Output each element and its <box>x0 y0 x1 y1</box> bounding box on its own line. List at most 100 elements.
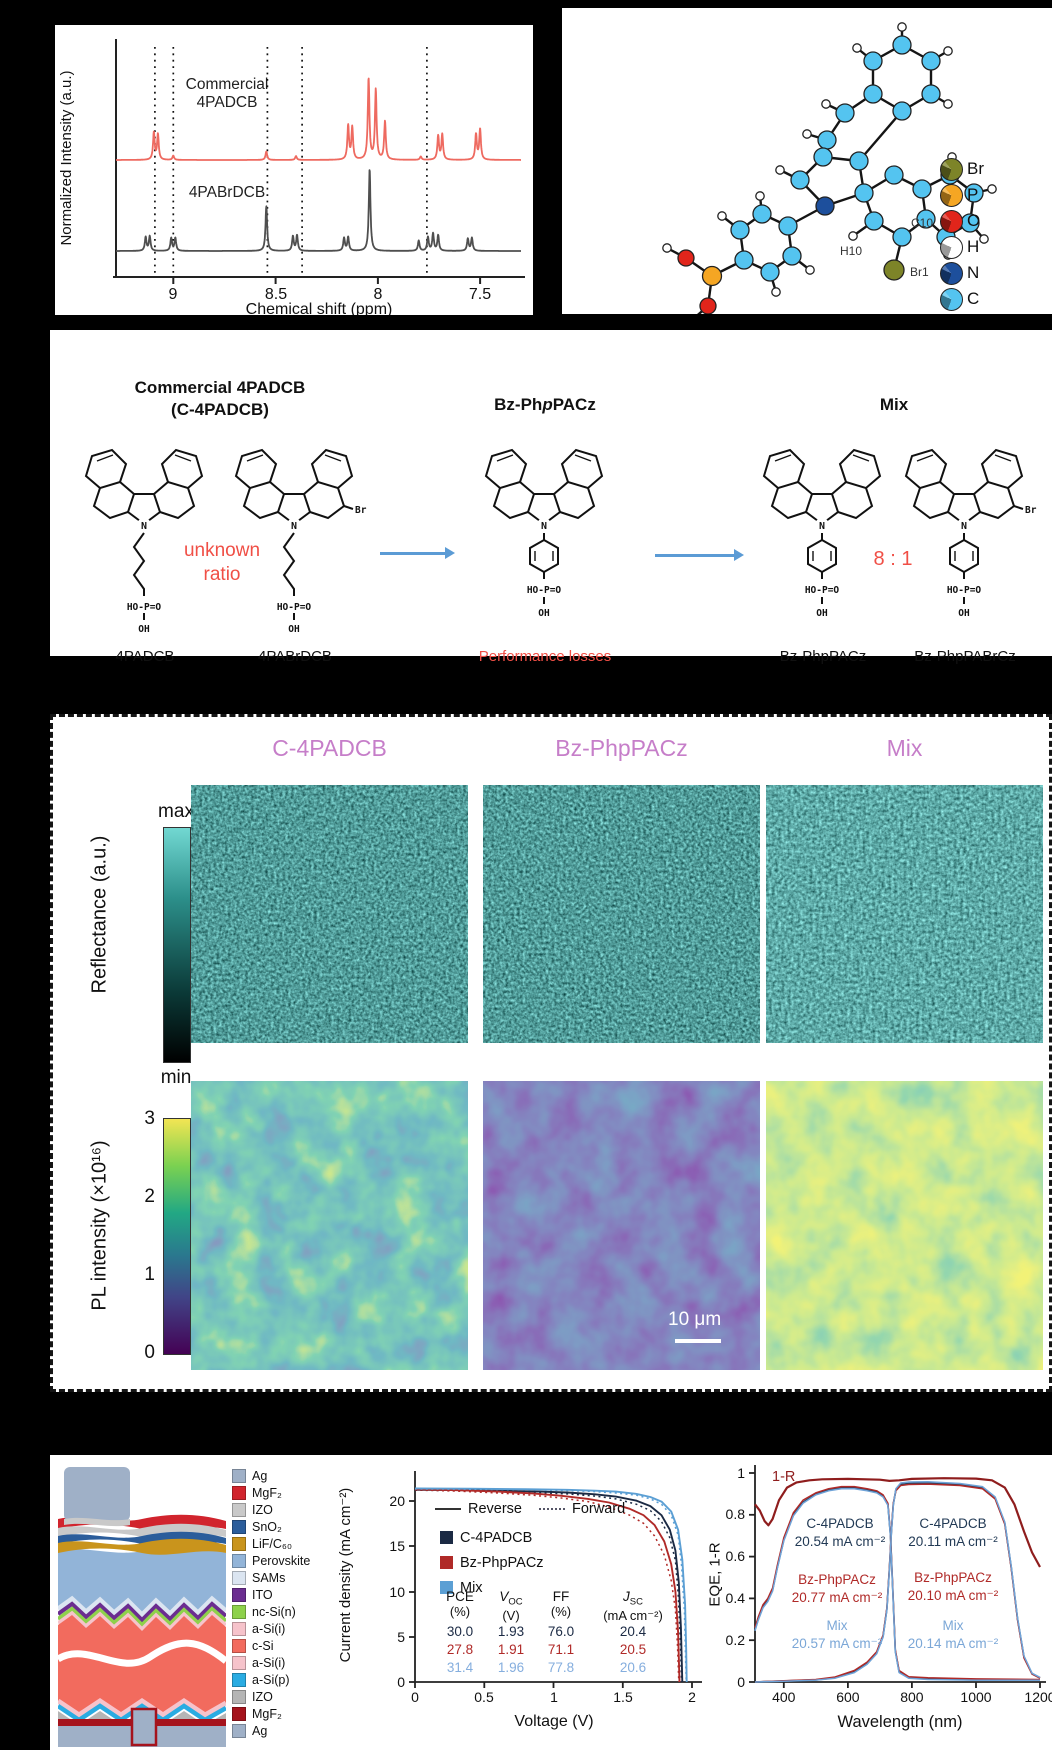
atom-label-h10: H10 <box>840 244 862 258</box>
layer-color-swatch <box>232 1553 246 1568</box>
reflectance-cbar-max: max <box>158 801 194 822</box>
atom-ellipsoid-icon <box>940 157 963 181</box>
atom-legend-row: H <box>940 234 984 260</box>
jv-table-row: 27.8 1.91 71.1 20.5 <box>433 1642 679 1660</box>
jv-device-legend: C-4PADCB Bz-PhpPACz Mix <box>440 1525 544 1600</box>
eqe-ann-mix-perovskite: Mix 20.57 mA cm⁻² <box>791 1618 883 1651</box>
nmr-xtick-75: 7.5 <box>469 286 491 303</box>
mix-ratio: 8 : 1 <box>873 548 913 570</box>
stack-legend-row: IZO <box>232 1688 310 1705</box>
voc-value: 1.96 <box>497 1659 525 1675</box>
stack-legend-row: LiF/C₆₀ <box>232 1535 310 1552</box>
eqe-ytick-08: 0.8 <box>726 1506 746 1522</box>
unknown-ratio-line2: ratio <box>203 564 241 585</box>
jv-table-body: 30.0 1.93 76.0 20.4 27.8 1.91 71.1 20.5 … <box>433 1624 679 1678</box>
scheme-title-right: Mix <box>879 395 909 414</box>
layer-color-swatch <box>232 1485 246 1500</box>
layer-name: nc-Si(n) <box>252 1604 296 1619</box>
phosphonic-acid-label: HO-P=O <box>947 585 982 596</box>
scheme-title-mid-pre: Bz-Ph <box>494 395 543 414</box>
map-col-header-mix: Mix <box>886 735 923 761</box>
structure-mix-bzphpacz: N HO-P=O OH <box>763 449 881 619</box>
jv-ytick-15: 15 <box>389 1538 405 1554</box>
layer-color-swatch <box>232 1570 246 1585</box>
panel-maps: C-4PADCB Bz-PhpPACz Mix Reflectance (a.u… <box>50 714 1052 1392</box>
pl-cbar-tick-3: 3 <box>144 1108 155 1129</box>
eqe-ann-bzphpacz-silicon: Bz-PhpPACz 20.10 mA cm⁻² <box>907 1570 999 1603</box>
atom-symbol: C <box>967 289 980 308</box>
layer-name: IZO <box>252 1502 273 1517</box>
ff-value: 76.0 <box>547 1623 575 1639</box>
eqe-xtick-800: 800 <box>900 1689 924 1705</box>
nmr-xtick-8: 8 <box>374 286 383 303</box>
reverse-label: Reverse <box>468 1501 522 1517</box>
eqe-1r-label: 1-R <box>772 1469 796 1485</box>
scalebar-line <box>675 1339 721 1343</box>
stack-legend-row: SnO₂ <box>232 1518 310 1535</box>
layer-color-swatch <box>232 1655 246 1670</box>
br-substituent-label: Br <box>355 505 367 516</box>
map-col-header-c4padcb: C-4PADCB <box>272 735 387 761</box>
jv-x-axis-label: Voltage (V) <box>514 1713 593 1730</box>
jv-ytick-20: 20 <box>389 1493 405 1509</box>
eqe-xtick-400: 400 <box>772 1689 796 1705</box>
device-name: Bz-PhpPACz <box>460 1554 544 1571</box>
forward-label: Forward <box>572 1501 626 1517</box>
atom-symbol: O <box>967 211 981 230</box>
stack-legend-row: MgF₂ <box>232 1484 310 1501</box>
map-col-header-bzphpacz: Bz-PhpPACz <box>555 735 688 761</box>
jv-xtick-1: 1 <box>550 1689 558 1705</box>
jv-plot: 20 15 10 5 0 0 0.5 1 1.5 2 Voltage (V) <box>389 1471 702 1730</box>
stack-legend-row: IZO <box>232 1501 310 1518</box>
stack-legend-row: Ag <box>232 1467 310 1484</box>
reaction-arrow-2 <box>655 549 744 560</box>
atom-symbol: P <box>967 185 979 204</box>
pce-value: 30.0 <box>446 1623 474 1639</box>
jv-xtick-05: 0.5 <box>474 1689 494 1705</box>
device-color-swatch <box>440 1556 453 1569</box>
jv-ytick-10: 10 <box>389 1584 405 1600</box>
nmr-trace1-label-line2: 4PADCB <box>197 94 258 111</box>
br-substituent-label: Br <box>1025 505 1037 516</box>
nmr-xtick-85: 8.5 <box>265 286 287 303</box>
jv-table-row: 30.0 1.93 76.0 20.4 <box>433 1624 679 1642</box>
nmr-xlabel: Chemical shift (ppm) <box>246 301 393 315</box>
atom-legend-row: O <box>940 208 984 234</box>
layer-name: Ag <box>252 1723 268 1738</box>
eqe-ytick-04: 0.4 <box>726 1590 746 1606</box>
layer-color-swatch <box>232 1689 246 1704</box>
reaction-arrow-1 <box>380 547 455 558</box>
layer-color-swatch <box>232 1723 246 1738</box>
stack-legend-row: a-Si(i) <box>232 1620 310 1637</box>
performance-losses: Performance losses <box>478 648 612 665</box>
scheme-title-mid-italic-p: p <box>542 395 553 414</box>
jv-parameter-table: PCE (%) VOC (V) FF (%) JSC (mA cm⁻²) 30.0 1.… <box>433 1589 679 1678</box>
panel-crystal-structure: C10 H10 Br1 Br P O H N C <box>562 8 1052 314</box>
header-pce: PCE (%) <box>446 1589 474 1619</box>
n-atom-label: N <box>291 521 297 532</box>
jsc-value: 20.4 <box>619 1623 647 1639</box>
atom-legend-row: Br <box>940 156 984 182</box>
oh-label: OH <box>816 608 828 619</box>
scheme-title-mid-post: PACz <box>552 395 596 414</box>
label-bzphpacz: Bz-PhpPACz <box>779 648 867 665</box>
n-atom-label: N <box>541 521 547 532</box>
phosphonic-acid-label: HO-P=O <box>277 602 312 613</box>
pl-cbar-tick-2: 2 <box>144 1186 155 1207</box>
layer-color-swatch <box>232 1621 246 1636</box>
n-atom-label: N <box>141 521 147 532</box>
layer-name: SnO₂ <box>252 1519 282 1534</box>
ff-value: 71.1 <box>547 1641 575 1657</box>
reflectance-map-bzphpacz <box>483 785 760 1043</box>
voc-value: 1.93 <box>497 1623 525 1639</box>
device-stack-legend: Ag MgF₂ IZO SnO₂ LiF/C₆₀ Perovskite SAMs <box>232 1467 310 1739</box>
eqe-ann-mix-silicon: Mix 20.14 mA cm⁻² <box>907 1618 999 1651</box>
reflectance-map-mix <box>766 785 1043 1043</box>
atom-legend: Br P O H N C <box>940 156 984 312</box>
header-voc: VOC (V) <box>499 1589 523 1623</box>
layer-name: c-Si <box>252 1638 274 1653</box>
layer-name: Perovskite <box>252 1553 311 1568</box>
eqe-ytick-0: 0 <box>737 1674 745 1690</box>
pl-cbar-tick-1: 1 <box>144 1264 155 1285</box>
voc-value: 1.91 <box>497 1641 525 1657</box>
